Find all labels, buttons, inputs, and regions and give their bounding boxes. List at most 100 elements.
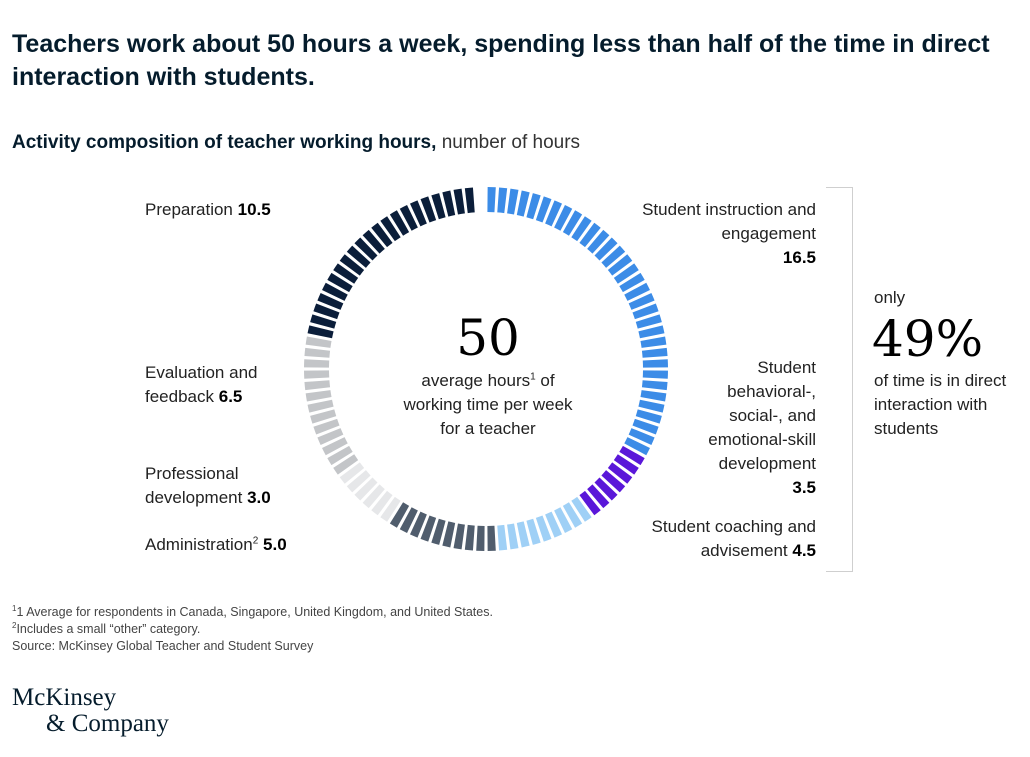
center-caption: average hours1 of working time per week …: [403, 371, 573, 438]
donut-segment-3-6: [420, 515, 437, 542]
donut-segment-6-0: [307, 325, 334, 339]
donut-segment-1-5: [587, 484, 610, 509]
donut-segment-1-3: [601, 470, 626, 493]
label-preparation: Preparation 10.5: [145, 200, 271, 219]
donut-segment-2-7: [507, 523, 519, 550]
donut-segment-5-1: [327, 445, 353, 466]
donut-segment-3-3: [453, 523, 465, 550]
donut-segment-0-20: [635, 314, 662, 329]
donut-segment-0-31: [628, 428, 655, 446]
donut-segment-2-5: [526, 518, 541, 545]
mckinsey-logo: McKinsey & Company: [12, 684, 169, 737]
donut-segment-6-8: [346, 245, 371, 268]
donut-segment-2-3: [545, 511, 563, 538]
donut-segment-0-16: [619, 272, 645, 293]
donut-segment-0-9: [571, 216, 592, 242]
donut-segment-5-2: [322, 437, 348, 456]
callout-text: of time is in direct interaction with st…: [874, 371, 1007, 438]
donut-segment-0-32: [624, 437, 650, 456]
donut-segment-6-10: [362, 229, 385, 254]
footnote-ref-2: 2: [252, 535, 259, 547]
label-student-instruction: Student instruction and engagement 16.5: [642, 200, 816, 267]
donut-segment-2-6: [516, 521, 530, 548]
donut-segment-5-0: [333, 454, 359, 475]
donut-segment-0-2: [507, 188, 519, 215]
donut-segment-1-2: [607, 462, 633, 484]
donut-segment-4-2: [362, 484, 385, 509]
donut-segment-5-5: [310, 409, 337, 424]
donut-segment-0-24: [642, 359, 668, 368]
donut-segment-0-21: [638, 325, 665, 339]
donut-segment-0-3: [516, 190, 530, 217]
donut-segment-0-23: [641, 347, 668, 358]
donut-segment-1-4: [594, 477, 618, 501]
donut-segment-4-0: [380, 496, 401, 522]
subtitle-unit: number of hours: [441, 132, 581, 153]
donut-segment-4-1: [371, 490, 393, 516]
label-student-coaching: Student coaching and advisement 4.5: [651, 517, 816, 560]
donut-segment-6-14: [399, 205, 418, 231]
subtitle-main: Activity composition of teacher working …: [12, 132, 437, 153]
donut-segment-0-1: [497, 187, 508, 214]
donut-segment-0-5: [535, 196, 552, 223]
donut-segment-0-26: [641, 380, 668, 391]
donut-segment-6-15: [409, 200, 427, 227]
donut-segment-6-13: [389, 210, 410, 236]
footnote-1: 11 Average for respondents in Canada, Si…: [12, 603, 493, 619]
footnote-ref-1: 1: [530, 371, 536, 383]
donut-segment-4-5: [339, 462, 365, 484]
donut-segment-6-17: [431, 193, 446, 220]
donut-segment-6-4: [322, 282, 348, 301]
donut-segment-0-15: [613, 263, 639, 284]
donut-segment-0-28: [638, 399, 665, 413]
donut-segment-3-5: [431, 518, 446, 545]
label-professional-development: Professional development 3.0: [145, 464, 271, 507]
donut-segment-0-22: [640, 336, 667, 348]
footnotes: 11 Average for respondents in Canada, Si…: [12, 604, 493, 655]
donut-segment-6-18: [442, 190, 456, 217]
label-student-behavioral: Student behavioral-, social-, and emotio…: [708, 358, 816, 497]
chart-subtitle: Activity composition of teacher working …: [12, 131, 580, 155]
donut-segment-0-10: [579, 222, 601, 248]
donut-segment-5-8: [304, 380, 331, 391]
donut-segment-0-4: [526, 193, 541, 220]
donut-segment-0-19: [632, 303, 659, 320]
donut-segment-0-7: [554, 205, 573, 231]
donut-segment-5-7: [305, 390, 332, 402]
donut-segment-2-4: [535, 515, 552, 542]
donut-segment-3-0: [487, 525, 496, 551]
donut-segment-0-27: [640, 390, 667, 402]
donut-segment-0-12: [594, 237, 618, 261]
donut-segment-1-6: [579, 490, 601, 516]
donut-segment-2-1: [562, 502, 583, 528]
donut-segment-6-11: [371, 222, 393, 248]
donut-segment-0-11: [587, 229, 610, 254]
donut-segment-5-10: [304, 359, 330, 368]
label-administration: Administration2 5.0: [145, 535, 287, 554]
donut-segment-0-13: [601, 245, 626, 268]
donut-segment-0-17: [624, 282, 650, 301]
donut-segment-3-8: [399, 507, 418, 533]
donut-segment-5-11: [304, 347, 331, 358]
donut-segment-3-4: [442, 521, 456, 548]
chart-title: Teachers work about 50 hours a week, spe…: [12, 30, 990, 91]
donut-segment-4-4: [346, 470, 371, 493]
donut-segment-3-2: [464, 524, 475, 551]
donut-segment-1-1: [613, 454, 639, 475]
callout-percent: 49%: [872, 310, 984, 368]
donut-segment-0-14: [607, 254, 633, 276]
donut-segment-5-9: [304, 370, 330, 379]
donut-segment-5-4: [313, 418, 340, 435]
donut-segment-0-30: [632, 418, 659, 435]
donut-segment-1-0: [619, 445, 645, 466]
donut-segment-6-20: [464, 187, 475, 214]
donut-segment-6-12: [380, 216, 401, 242]
label-evaluation: Evaluation and feedback 6.5: [145, 363, 258, 406]
donut-segment-6-2: [313, 303, 340, 320]
source-note: Source: McKinsey Global Teacher and Stud…: [12, 639, 314, 653]
donut-segment-6-7: [339, 254, 365, 276]
donut-segment-3-7: [409, 511, 427, 538]
donut-segment-6-5: [327, 272, 353, 293]
callout-only: only: [874, 288, 906, 307]
